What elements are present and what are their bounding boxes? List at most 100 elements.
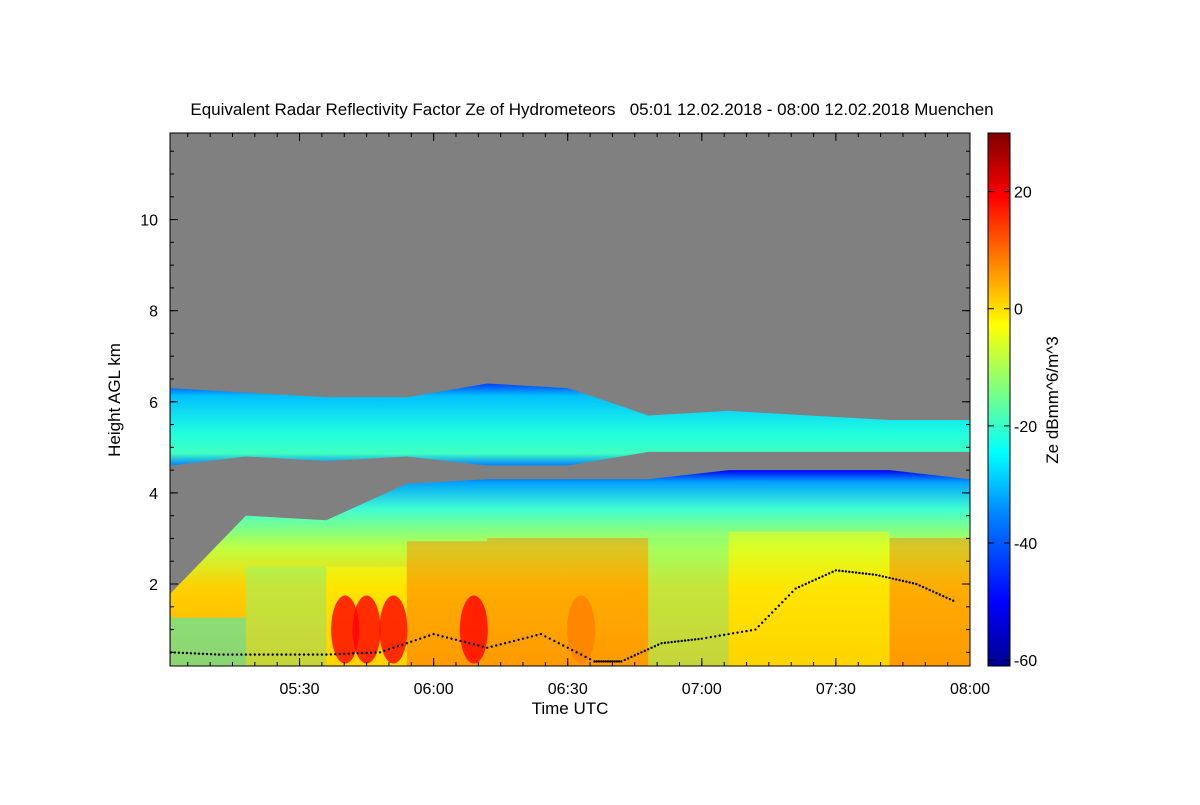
melting-dot	[396, 645, 400, 648]
melting-dot	[613, 660, 616, 663]
melting-dot	[670, 640, 673, 644]
melting-dot	[948, 597, 952, 601]
melting-dot	[928, 588, 931, 592]
y-tick-label: 6	[149, 395, 158, 412]
colorbar-label: Ze dBmm^6/m^3	[1043, 336, 1062, 463]
melting-dot	[945, 596, 948, 599]
melting-dot	[693, 638, 697, 641]
melting-dot	[302, 653, 306, 656]
melting-dot	[935, 591, 938, 595]
melting-dot	[895, 578, 898, 581]
melting-dot	[189, 652, 193, 655]
x-tick-label: 07:30	[816, 681, 856, 698]
melting-dot	[606, 660, 610, 663]
melting-dot	[807, 581, 811, 584]
melting-dot	[921, 585, 925, 589]
melting-dot	[414, 638, 417, 642]
melting-dot	[731, 632, 735, 635]
melting-dot	[193, 652, 197, 655]
melting-dot	[562, 644, 565, 647]
melting-dot	[530, 635, 534, 638]
melting-dot	[244, 653, 248, 656]
melting-dot	[548, 637, 552, 640]
melting-dot	[423, 635, 426, 639]
melting-dot	[673, 640, 677, 643]
melting-dot	[410, 640, 413, 643]
y-tick-label: 10	[140, 213, 158, 230]
colorbar-tick-label: -40	[1014, 536, 1037, 553]
melting-dot	[539, 632, 543, 636]
melting-dot	[436, 634, 440, 637]
melting-dot	[848, 570, 851, 574]
melting-dot	[864, 572, 868, 575]
melting-dot	[905, 580, 908, 583]
melting-dot	[718, 634, 721, 637]
melting-dot	[838, 569, 841, 572]
melting-dot	[794, 587, 797, 590]
melting-dot	[508, 640, 511, 644]
colorbar	[987, 132, 1011, 667]
melting-dot	[709, 635, 712, 639]
melting-dot	[814, 578, 817, 581]
melting-dot	[888, 576, 891, 580]
melting-dot	[275, 653, 279, 656]
x-tick-label: 07:00	[682, 681, 722, 698]
colorbar-tick-label: -20	[1014, 419, 1037, 436]
melting-dot	[427, 634, 431, 637]
melting-dot	[760, 621, 764, 624]
melting-dot	[690, 638, 693, 642]
melting-dot	[705, 636, 708, 640]
melting-dot	[553, 639, 556, 643]
melting-dot	[472, 643, 476, 646]
melting-dot	[828, 572, 831, 575]
melting-dot	[512, 639, 516, 643]
melting-dot	[817, 576, 821, 580]
melting-dot	[901, 579, 905, 583]
melting-dot	[593, 660, 596, 663]
melting-dot	[325, 653, 328, 656]
x-tick-label: 06:30	[548, 681, 588, 698]
melting-dot	[374, 651, 377, 654]
precip-intensity-band	[728, 531, 810, 666]
melting-dot	[602, 660, 605, 663]
melting-dot	[938, 593, 942, 596]
melting-dot	[441, 635, 444, 638]
melting-dot	[454, 638, 458, 642]
melting-dot	[329, 653, 333, 656]
precip-intensity-band	[170, 617, 246, 666]
melting-dot	[683, 639, 687, 642]
melting-dot	[898, 579, 901, 582]
melting-dot	[740, 630, 744, 634]
melting-dot	[521, 637, 525, 640]
melting-dot	[575, 651, 578, 654]
melting-dot	[293, 653, 297, 656]
melting-dot	[608, 660, 612, 663]
melting-dot	[633, 654, 636, 657]
melting-dot	[784, 597, 787, 601]
melting-dot	[181, 651, 185, 655]
melting-dot	[490, 645, 493, 648]
melting-dot	[764, 618, 767, 621]
melting-dot	[600, 660, 603, 663]
precip-intensity-band	[809, 531, 890, 666]
y-tick-label: 2	[149, 577, 158, 594]
melting-dot	[432, 632, 435, 636]
melting-dot	[595, 660, 598, 663]
melting-dot	[677, 640, 680, 643]
plot-area	[170, 133, 970, 666]
y-axis-label: Height AGL km	[105, 343, 124, 457]
melting-dot	[781, 601, 784, 604]
melting-dot	[419, 637, 422, 640]
melting-dot	[660, 642, 663, 645]
melting-dot	[570, 648, 574, 652]
colorbar-axis: 20 0 -20 -40 -60	[988, 185, 1037, 670]
melting-dot	[486, 646, 489, 649]
melting-dot	[503, 642, 507, 645]
melting-dot	[311, 653, 315, 656]
melting-dot	[636, 652, 640, 656]
melting-dot	[320, 653, 324, 656]
melting-dot	[653, 645, 657, 648]
melting-dot	[868, 572, 871, 576]
melting-dot	[201, 652, 205, 656]
melting-dot	[722, 633, 726, 637]
